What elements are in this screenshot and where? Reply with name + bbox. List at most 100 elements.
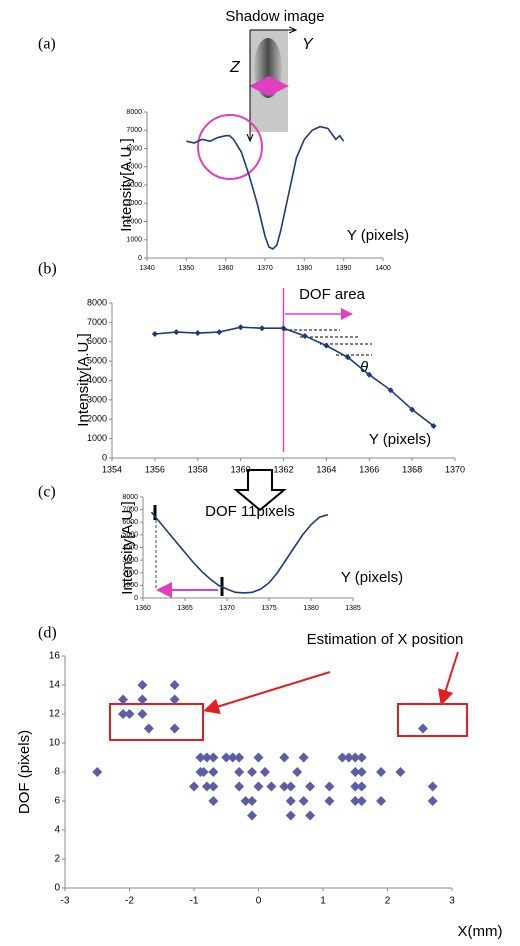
data-point [417,723,428,734]
annotation: θ [360,359,368,376]
highlight-box [397,703,468,737]
data-point [169,723,180,734]
y-tick-label: 7000 [122,506,138,513]
data-point [344,354,351,361]
x-tick-label: 1380 [303,605,319,612]
data-point [198,767,209,777]
data-point [350,796,361,806]
data-point [208,781,219,792]
data-point [221,752,232,763]
data-point [387,387,394,394]
x-tick-label: -1 [190,896,199,907]
x-tick-label: 1375 [261,605,277,612]
data-point [292,767,303,777]
x-tick-label: 1365 [177,605,193,612]
y-tick-label: 5000 [87,356,107,366]
data-point [427,781,438,792]
data-point [208,796,219,806]
data-point [194,330,201,337]
data-point [266,781,277,792]
x-tick-label: 1366 [359,464,379,474]
data-point [247,767,258,777]
x-tick-label: 1356 [145,464,165,474]
z-label: Z [229,59,241,76]
y-tick-label: 1000 [87,433,107,443]
y-tick-label: 7000 [87,317,107,327]
data-line [154,326,435,427]
y-tick-label: 2000 [87,414,107,424]
data-point [247,796,258,806]
y-tick-label: 8000 [126,109,142,116]
data-point [279,752,290,763]
data-point [279,781,290,792]
data-point [280,325,287,332]
data-point [118,694,129,705]
data-point [169,694,180,705]
data-point [234,781,245,792]
x-tick-label: 1390 [336,265,352,272]
y-axis-title: Intensity[A.U.] [75,333,92,426]
x-axis-title: Y (pixels) [369,431,431,448]
data-point [350,752,361,763]
data-point [247,810,258,821]
data-point [356,781,367,792]
data-point [350,767,361,777]
y-tick-label: 8 [54,767,60,778]
y-tick-label: 14 [49,680,61,691]
data-point [253,781,264,792]
image-title: Shadow image [225,8,324,25]
data-point [259,767,270,777]
x-tick-label: 1370 [257,265,273,272]
data-point [285,810,296,821]
x-tick-label: 1400 [375,265,391,272]
x-tick-label: 1364 [316,464,336,474]
data-line [186,125,345,250]
y-tick-label: 10 [49,738,61,749]
y-tick-label: 7000 [126,127,142,134]
x-tick-label: 1358 [188,464,208,474]
y-tick-label: 6000 [126,145,142,152]
y-tick-label: 8000 [87,297,107,307]
data-point [298,752,309,763]
x-tick-label: 1370 [219,605,235,612]
panel-label: (d) [38,625,57,642]
data-point [169,680,180,690]
data-point [216,329,223,336]
panel-label: (a) [38,36,56,53]
x-axis-title: Y (pixels) [347,227,409,244]
data-point [173,329,180,336]
x-tick-label: 1362 [273,464,293,474]
data-point [259,325,266,332]
x-tick-label: 1385 [345,605,361,612]
y-tick-label: 4000 [126,182,142,189]
y-tick-label: 1000 [122,582,138,589]
y-tick-label: 2000 [126,218,142,225]
y-tick-label: 2 [54,854,60,865]
down-arrow [233,469,287,512]
data-point [323,342,330,349]
x-axis-title: Y (pixels) [341,569,403,586]
x-tick-label: 3 [449,896,455,907]
data-point [234,767,245,777]
data-point [201,752,212,763]
x-tick-label: 1368 [402,464,422,474]
panel-label: (c) [38,484,56,501]
annotation: Estimation of X position [307,631,464,648]
data-point [208,767,219,777]
y-tick-label: 3000 [87,394,107,404]
data-point [137,680,148,690]
data-point [137,694,148,705]
x-tick-label: 1354 [102,464,122,474]
y-tick-label: 0 [102,452,107,462]
x-tick-label: 1360 [218,265,234,272]
data-point [240,796,251,806]
data-point [324,796,335,806]
y-tick-label: 4000 [87,375,107,385]
y-tick-label: 0 [134,595,138,602]
y-tick-label: 16 [49,651,61,662]
y-tick-label: 5000 [122,532,138,539]
data-point [151,331,158,337]
y-tick-label: 8000 [122,494,138,501]
data-point [376,796,387,806]
y-tick-label: 5000 [126,164,142,171]
